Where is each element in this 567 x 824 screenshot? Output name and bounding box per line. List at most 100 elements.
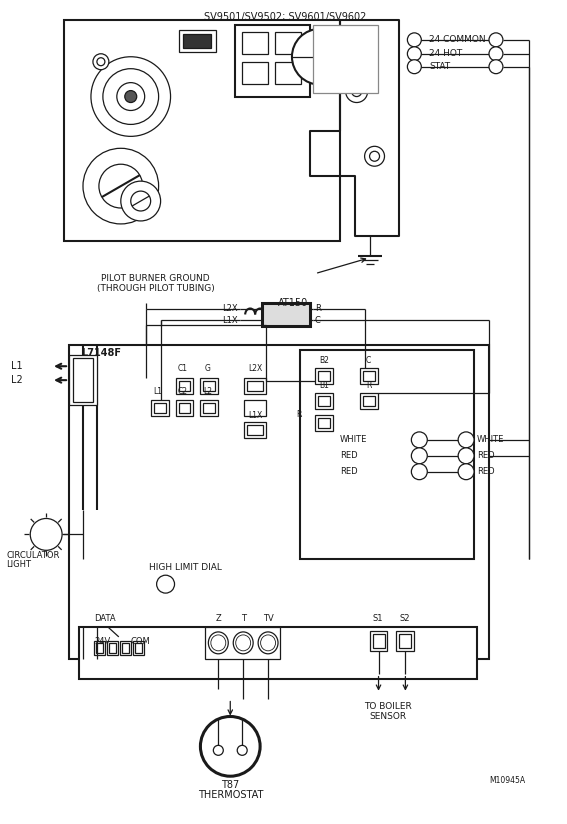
Text: SV9501/SV9502; SV9601/SV9602: SV9501/SV9502; SV9601/SV9602 [204, 12, 366, 22]
Text: R: R [297, 410, 302, 419]
Text: 24 HOT: 24 HOT [429, 49, 463, 59]
Circle shape [408, 59, 421, 73]
Bar [359, 393, 378, 409]
Text: PILOT BURNER GROUND
(THROUGH PILOT TUBING): PILOT BURNER GROUND (THROUGH PILOT TUBIN… [97, 274, 214, 293]
Circle shape [346, 81, 367, 102]
Text: Z: Z [215, 614, 221, 623]
Text: RED: RED [340, 452, 357, 461]
Text: R: R [366, 382, 371, 390]
Bar [318, 396, 330, 406]
Bar [370, 631, 387, 651]
Circle shape [370, 152, 379, 162]
Bar [244, 422, 266, 438]
Text: B2: B2 [319, 356, 329, 365]
Bar [94, 641, 105, 655]
Bar [79, 627, 477, 679]
Circle shape [412, 447, 428, 464]
Text: WHITE: WHITE [340, 435, 367, 444]
Text: L1: L1 [153, 387, 162, 396]
Bar [109, 643, 116, 653]
Circle shape [213, 746, 223, 756]
Bar [363, 371, 375, 382]
Text: AT150: AT150 [278, 297, 308, 307]
Ellipse shape [211, 635, 226, 651]
Circle shape [489, 33, 503, 47]
Bar [247, 425, 263, 435]
Circle shape [121, 181, 160, 221]
Text: L2: L2 [203, 387, 212, 396]
Circle shape [408, 47, 421, 61]
Text: S2: S2 [399, 614, 409, 623]
Circle shape [292, 29, 348, 85]
Bar [262, 302, 310, 326]
Bar [247, 382, 263, 391]
Text: L2: L2 [11, 375, 23, 385]
Circle shape [93, 54, 109, 70]
Bar [64, 20, 340, 241]
Bar [315, 368, 333, 384]
Bar [151, 400, 168, 416]
Text: LIGHT: LIGHT [6, 560, 31, 569]
Text: C2: C2 [177, 387, 188, 396]
Bar [399, 634, 412, 648]
Text: S1: S1 [373, 614, 383, 623]
Bar [205, 627, 280, 658]
Text: CIRCULATOR: CIRCULATOR [6, 551, 60, 560]
Bar [204, 382, 215, 391]
Text: 24V: 24V [94, 637, 110, 646]
Bar [179, 30, 217, 52]
Bar [200, 378, 218, 394]
Text: T87: T87 [221, 780, 239, 790]
Circle shape [489, 47, 503, 61]
Bar [179, 382, 191, 391]
Bar [204, 403, 215, 413]
Text: C1: C1 [177, 364, 188, 373]
Bar [315, 393, 333, 409]
Circle shape [412, 432, 428, 447]
Text: 24 COMMON: 24 COMMON [429, 35, 486, 44]
Ellipse shape [236, 635, 251, 651]
Bar [300, 350, 474, 559]
Bar [96, 643, 103, 653]
Text: B1: B1 [319, 382, 329, 390]
Bar [244, 378, 266, 394]
Bar [396, 631, 414, 651]
Text: THERMOSTAT: THERMOSTAT [197, 790, 263, 800]
Circle shape [83, 148, 159, 224]
Text: M10945A: M10945A [489, 776, 525, 785]
Bar [359, 368, 378, 384]
Circle shape [489, 59, 503, 73]
Circle shape [125, 91, 137, 102]
Bar [133, 641, 143, 655]
Bar [373, 634, 384, 648]
Text: RED: RED [477, 467, 494, 476]
Ellipse shape [258, 632, 278, 653]
Text: RED: RED [340, 467, 357, 476]
Bar [122, 643, 129, 653]
Bar [235, 25, 310, 96]
Bar [275, 32, 301, 54]
Bar [200, 400, 218, 416]
Circle shape [237, 746, 247, 756]
Bar [69, 355, 97, 405]
Bar [120, 641, 131, 655]
Bar [135, 643, 142, 653]
Bar [154, 403, 166, 413]
Text: T: T [241, 614, 246, 623]
Bar [313, 25, 378, 92]
Circle shape [365, 147, 384, 166]
Circle shape [408, 33, 421, 47]
Circle shape [200, 717, 260, 776]
Text: C: C [315, 316, 321, 325]
Circle shape [156, 575, 175, 593]
Bar [363, 396, 375, 406]
Text: R: R [315, 304, 321, 313]
Ellipse shape [233, 632, 253, 653]
Text: L1: L1 [11, 361, 23, 372]
Text: COM: COM [131, 637, 150, 646]
Text: RED: RED [477, 452, 494, 461]
Bar [318, 418, 330, 428]
Circle shape [458, 432, 474, 447]
Text: C: C [366, 356, 371, 365]
Text: STAT: STAT [429, 62, 450, 71]
